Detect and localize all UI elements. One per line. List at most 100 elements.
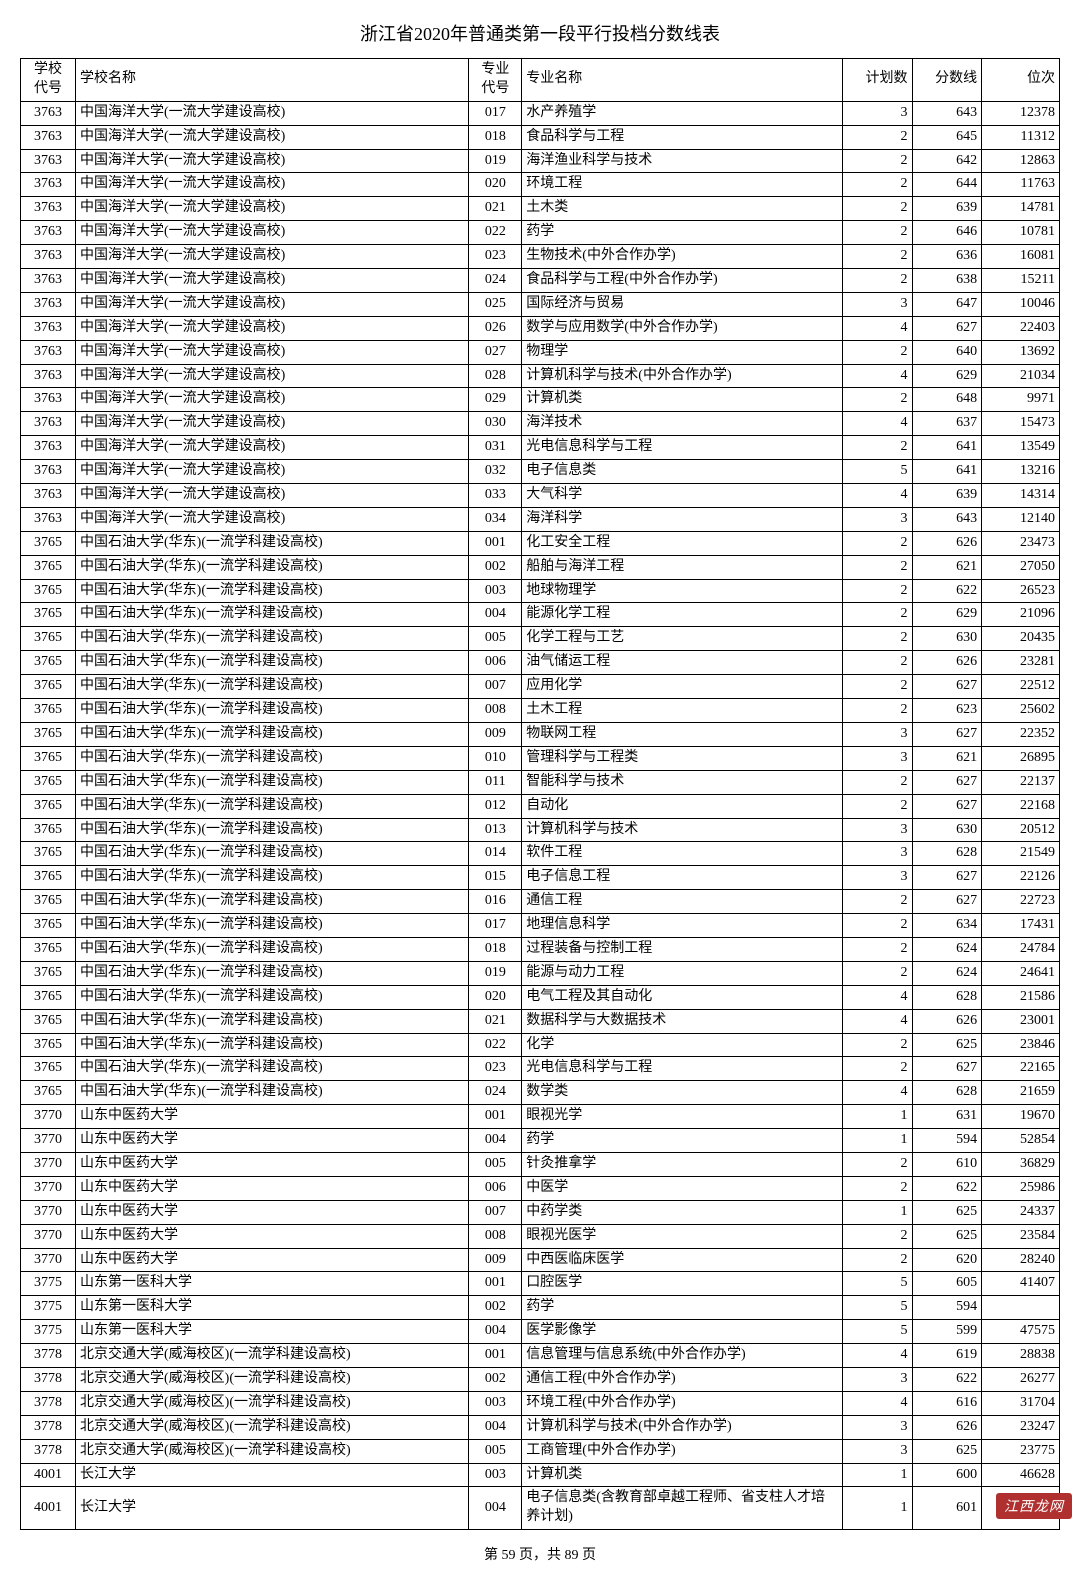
table-cell: 化工安全工程	[522, 531, 843, 555]
table-cell: 004	[469, 1320, 522, 1344]
table-cell: 4001	[21, 1487, 76, 1530]
table-row: 3765中国石油大学(华东)(一流学科建设高校)022化学262523846	[21, 1033, 1060, 1057]
table-cell: 3770	[21, 1224, 76, 1248]
table-cell: 船舶与海洋工程	[522, 555, 843, 579]
table-cell: 自动化	[522, 794, 843, 818]
table-cell: 工商管理(中外合作办学)	[522, 1439, 843, 1463]
table-cell: 5	[843, 1320, 913, 1344]
table-cell: 4	[843, 484, 913, 508]
table-row: 3778北京交通大学(威海校区)(一流学科建设高校)003环境工程(中外合作办学…	[21, 1391, 1060, 1415]
table-row: 3763中国海洋大学(一流大学建设高校)027物理学264013692	[21, 340, 1060, 364]
table-cell: 637	[912, 412, 982, 436]
table-cell: 计算机科学与技术(中外合作办学)	[522, 1415, 843, 1439]
table-cell: 626	[912, 1009, 982, 1033]
table-cell: 001	[469, 1105, 522, 1129]
table-cell: 中国海洋大学(一流大学建设高校)	[76, 388, 469, 412]
table-cell: 4001	[21, 1463, 76, 1487]
table-cell: 食品科学与工程(中外合作办学)	[522, 269, 843, 293]
table-cell: 9971	[982, 388, 1060, 412]
table-row: 3763中国海洋大学(一流大学建设高校)029计算机类26489971	[21, 388, 1060, 412]
table-cell: 627	[912, 770, 982, 794]
table-row: 3770山东中医药大学004药学159452854	[21, 1129, 1060, 1153]
table-cell: 627	[912, 1057, 982, 1081]
table-cell: 015	[469, 866, 522, 890]
table-cell: 626	[912, 651, 982, 675]
table-row: 3770山东中医药大学009中西医临床医学262028240	[21, 1248, 1060, 1272]
table-row: 3765中国石油大学(华东)(一流学科建设高校)013计算机科学与技术36302…	[21, 818, 1060, 842]
table-cell: 26277	[982, 1367, 1060, 1391]
table-cell: 3775	[21, 1272, 76, 1296]
table-cell: 13216	[982, 460, 1060, 484]
table-cell: 中国海洋大学(一流大学建设高校)	[76, 125, 469, 149]
table-cell: 15211	[982, 269, 1060, 293]
table-cell: 001	[469, 1272, 522, 1296]
table-cell: 019	[469, 961, 522, 985]
table-cell: 长江大学	[76, 1487, 469, 1530]
table-cell: 计算机类	[522, 1463, 843, 1487]
table-cell: 国际经济与贸易	[522, 292, 843, 316]
table-row: 3778北京交通大学(威海校区)(一流学科建设高校)001信息管理与信息系统(中…	[21, 1344, 1060, 1368]
table-cell: 2	[843, 269, 913, 293]
table-cell: 2	[843, 675, 913, 699]
table-body: 3763中国海洋大学(一流大学建设高校)017水产养殖学364312378376…	[21, 101, 1060, 1529]
table-cell: 中国石油大学(华东)(一流学科建设高校)	[76, 531, 469, 555]
table-cell: 2	[843, 340, 913, 364]
table-cell: 中国石油大学(华东)(一流学科建设高校)	[76, 746, 469, 770]
table-cell: 3763	[21, 149, 76, 173]
table-cell: 646	[912, 221, 982, 245]
table-row: 3765中国石油大学(华东)(一流学科建设高校)021数据科学与大数据技术462…	[21, 1009, 1060, 1033]
table-cell: 5	[843, 1296, 913, 1320]
table-cell: 624	[912, 961, 982, 985]
table-cell: 627	[912, 794, 982, 818]
table-cell: 021	[469, 197, 522, 221]
table-cell: 619	[912, 1344, 982, 1368]
table-cell: 011	[469, 770, 522, 794]
table-cell: 3778	[21, 1415, 76, 1439]
table-cell: 2	[843, 579, 913, 603]
table-cell: 12863	[982, 149, 1060, 173]
table-cell: 23473	[982, 531, 1060, 555]
table-cell: 14314	[982, 484, 1060, 508]
table-cell: 626	[912, 531, 982, 555]
table-cell: 3765	[21, 818, 76, 842]
table-cell: 山东第一医科大学	[76, 1272, 469, 1296]
table-cell: 中国海洋大学(一流大学建设高校)	[76, 292, 469, 316]
table-row: 3765中国石油大学(华东)(一流学科建设高校)005化学工程与工艺263020…	[21, 627, 1060, 651]
table-cell: 28240	[982, 1248, 1060, 1272]
table-cell: 山东中医药大学	[76, 1224, 469, 1248]
table-cell: 3	[843, 1439, 913, 1463]
table-cell: 3765	[21, 794, 76, 818]
table-row: 3763中国海洋大学(一流大学建设高校)032电子信息类564113216	[21, 460, 1060, 484]
table-cell: 621	[912, 746, 982, 770]
table-cell: 3763	[21, 292, 76, 316]
table-cell: 3763	[21, 436, 76, 460]
table-cell: 土木类	[522, 197, 843, 221]
table-cell: 005	[469, 1152, 522, 1176]
table-cell: 643	[912, 101, 982, 125]
table-cell: 物理学	[522, 340, 843, 364]
table-cell: 605	[912, 1272, 982, 1296]
table-cell: 23281	[982, 651, 1060, 675]
table-cell: 中国石油大学(华东)(一流学科建设高校)	[76, 699, 469, 723]
table-cell: 3763	[21, 316, 76, 340]
table-cell: 管理科学与工程类	[522, 746, 843, 770]
table-cell: 3763	[21, 125, 76, 149]
table-row: 3765中国石油大学(华东)(一流学科建设高校)001化工安全工程2626234…	[21, 531, 1060, 555]
table-row: 3765中国石油大学(华东)(一流学科建设高校)004能源化学工程2629210…	[21, 603, 1060, 627]
table-cell: 中国石油大学(华东)(一流学科建设高校)	[76, 961, 469, 985]
table-cell: 631	[912, 1105, 982, 1129]
table-cell: 1	[843, 1463, 913, 1487]
table-cell: 006	[469, 651, 522, 675]
table-cell: 22723	[982, 890, 1060, 914]
header-rank: 位次	[982, 59, 1060, 102]
table-cell: 22126	[982, 866, 1060, 890]
table-cell: 24641	[982, 961, 1060, 985]
table-cell: 26523	[982, 579, 1060, 603]
table-cell: 2	[843, 1033, 913, 1057]
table-row: 4001长江大学003计算机类160046628	[21, 1463, 1060, 1487]
table-row: 3763中国海洋大学(一流大学建设高校)023生物技术(中外合作办学)26361…	[21, 245, 1060, 269]
table-cell: 信息管理与信息系统(中外合作办学)	[522, 1344, 843, 1368]
table-cell: 北京交通大学(威海校区)(一流学科建设高校)	[76, 1391, 469, 1415]
table-cell: 软件工程	[522, 842, 843, 866]
table-cell: 3763	[21, 173, 76, 197]
